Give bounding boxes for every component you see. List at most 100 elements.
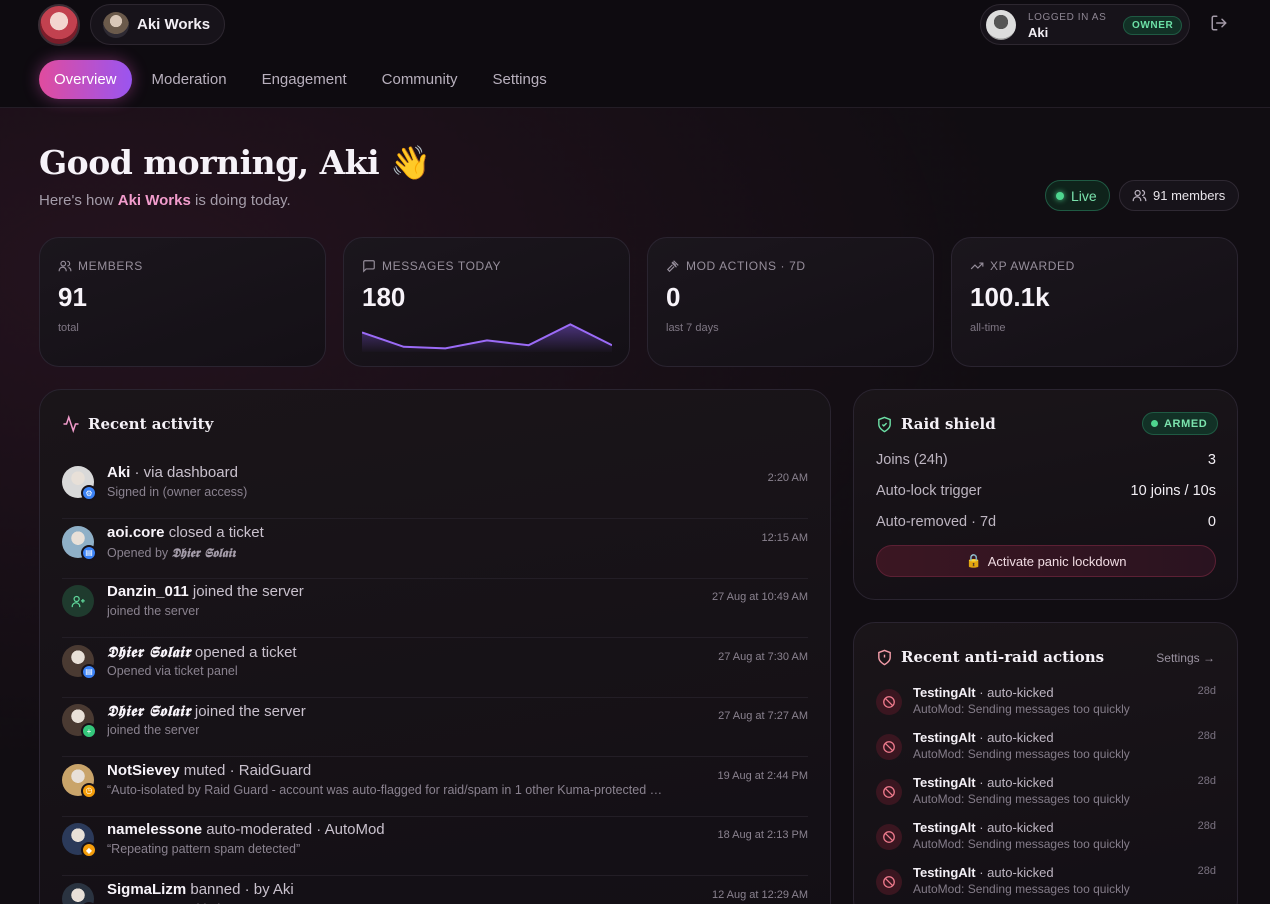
activity-summary: aoi.core closed a ticket bbox=[107, 523, 264, 541]
avatar bbox=[62, 882, 94, 904]
account-pill[interactable]: LOGGED IN AS Aki OWNER bbox=[980, 4, 1190, 45]
stat-card-xp[interactable]: XP AWARDED 100.1k all-time bbox=[951, 237, 1238, 367]
lock-icon: 🔒 bbox=[965, 553, 982, 568]
wave-emoji: 👋 bbox=[390, 143, 431, 182]
activity-user: Danzin_011 bbox=[107, 583, 189, 600]
anti-raid-time: 28d bbox=[1197, 775, 1216, 787]
activity-icon bbox=[63, 415, 79, 433]
user-avatar bbox=[986, 10, 1016, 40]
stat-card-messages[interactable]: MESSAGES TODAY 180 bbox=[343, 237, 630, 367]
recent-activity-card: Recent activity ⚙ Aki · via dashboard Si… bbox=[39, 389, 831, 904]
tab-overview[interactable]: Overview bbox=[39, 60, 132, 99]
ban-icon bbox=[876, 689, 902, 715]
anti-raid-row[interactable]: TestingAlt · auto-kicked AutoMod: Sendin… bbox=[876, 820, 1216, 865]
anti-raid-time: 28d bbox=[1197, 730, 1216, 742]
activity-time: 19 Aug at 2:44 PM bbox=[717, 769, 808, 782]
anti-raid-reason: AutoMod: Sending messages too quickly bbox=[913, 747, 1130, 761]
activity-detail: “Repeating pattern spam detected” bbox=[107, 842, 301, 856]
anti-raid-reason: AutoMod: Sending messages too quickly bbox=[913, 837, 1130, 851]
activity-summary: NotSievey muted · RaidGuard bbox=[107, 761, 312, 779]
stat-label: MOD ACTIONS · 7D bbox=[686, 259, 806, 273]
card-title: Recent anti-raid actions bbox=[901, 648, 1105, 666]
activity-summary: 𝕯𝖍𝖎𝖊𝖗 𝕾𝖔𝖑𝖆𝖎𝖗 joined the server bbox=[107, 702, 306, 720]
user-name: Aki bbox=[1028, 25, 1049, 40]
logged-in-label: LOGGED IN AS bbox=[1028, 12, 1107, 23]
stat-value: 91 bbox=[58, 282, 87, 312]
shield-row-removed: Auto-removed · 7d 0 bbox=[876, 514, 1216, 530]
tab-moderation[interactable]: Moderation bbox=[151, 71, 227, 88]
server-name: Aki Works bbox=[137, 16, 211, 33]
stat-caption: all-time bbox=[970, 322, 1006, 334]
activity-row[interactable]: ◆ namelessone auto-moderated · AutoMod “… bbox=[62, 817, 808, 876]
anti-raid-row[interactable]: TestingAlt · auto-kicked AutoMod: Sendin… bbox=[876, 865, 1216, 904]
activity-row[interactable]: ▤ aoi.core closed a ticket Opened by 𝕯𝖍𝖎… bbox=[62, 520, 808, 579]
anti-raid-summary: TestingAlt · auto-kicked bbox=[913, 775, 1054, 790]
server-switcher[interactable]: Aki Works bbox=[90, 4, 226, 45]
members-count-badge: 91 members bbox=[1119, 180, 1240, 211]
activity-detail: Opened via ticket panel bbox=[107, 663, 238, 678]
shield-alert-icon bbox=[878, 649, 891, 665]
stat-caption: total bbox=[58, 322, 79, 334]
activity-user: 𝕯𝖍𝖎𝖊𝖗 𝕾𝖔𝖑𝖆𝖎𝖗 bbox=[107, 702, 191, 720]
activity-row[interactable]: ▤ 𝕯𝖍𝖎𝖊𝖗 𝕾𝖔𝖑𝖆𝖎𝖗 opened a ticket Opened vi… bbox=[62, 639, 808, 698]
card-title: Recent activity bbox=[88, 415, 214, 433]
activity-detail: “Auto-isolated by Raid Guard - account w… bbox=[107, 782, 663, 797]
logout-icon[interactable] bbox=[1210, 14, 1230, 34]
main-nav: Overview Moderation Engagement Community… bbox=[39, 60, 567, 99]
activity-user: namelessone bbox=[107, 821, 203, 838]
trending-up-icon bbox=[970, 262, 984, 270]
shield-row-trigger: Auto-lock trigger 10 joins / 10s bbox=[876, 483, 1216, 499]
stat-value: 180 bbox=[362, 282, 406, 312]
gavel-icon bbox=[666, 260, 679, 273]
anti-raid-time: 28d bbox=[1197, 820, 1216, 832]
anti-raid-row[interactable]: TestingAlt · auto-kicked AutoMod: Sendin… bbox=[876, 685, 1216, 730]
activity-user: Aki bbox=[107, 464, 131, 481]
anti-raid-row[interactable]: TestingAlt · auto-kicked AutoMod: Sendin… bbox=[876, 775, 1216, 820]
activity-row[interactable]: + 𝕯𝖍𝖎𝖊𝖗 𝕾𝖔𝖑𝖆𝖎𝖗 joined the server joined … bbox=[62, 698, 808, 757]
page-title: Good morning, Aki 👋 bbox=[39, 143, 431, 182]
activity-summary: namelessone auto-moderated · AutoMod bbox=[107, 821, 385, 838]
anti-raid-settings-link[interactable]: Settings → bbox=[1156, 651, 1215, 665]
anti-raid-actions-card: Recent anti-raid actions Settings → Test… bbox=[853, 622, 1238, 904]
shield-check-icon bbox=[878, 416, 891, 432]
bot-avatar[interactable] bbox=[38, 4, 80, 46]
activity-row[interactable]: ⚙ Aki · via dashboard Signed in (owner a… bbox=[62, 460, 808, 519]
card-title: Raid shield bbox=[901, 415, 996, 433]
activity-time: 12 Aug at 12:29 AM bbox=[711, 888, 808, 901]
sparkline-line bbox=[362, 323, 612, 350]
shield-status-badge: ARMED bbox=[1142, 412, 1219, 435]
live-dot-icon bbox=[1056, 191, 1064, 200]
anti-raid-reason: AutoMod: Sending messages too quickly bbox=[913, 702, 1130, 716]
page-subtitle: Here's how Aki Works is doing today. bbox=[39, 192, 291, 209]
stat-caption: last 7 days bbox=[666, 322, 719, 334]
shield-icon: ◆ bbox=[81, 842, 97, 858]
activity-time: 27 Aug at 7:27 AM bbox=[718, 710, 808, 722]
activity-row[interactable]: ⊘ SigmaLizm banned · by Aki “No reason p… bbox=[62, 877, 808, 904]
activity-user: aoi.core bbox=[107, 523, 165, 541]
activity-summary: Aki · via dashboard bbox=[107, 464, 238, 481]
activity-detail: Signed in (owner access) bbox=[107, 485, 248, 499]
stat-card-members[interactable]: MEMBERS 91 total bbox=[39, 237, 326, 367]
activity-time: 12:15 AM bbox=[761, 531, 808, 544]
anti-raid-row[interactable]: TestingAlt · auto-kicked AutoMod: Sendin… bbox=[876, 730, 1216, 775]
anti-raid-summary: TestingAlt · auto-kicked bbox=[913, 685, 1054, 700]
gear-icon: ⚙ bbox=[81, 485, 97, 501]
tab-community[interactable]: Community bbox=[381, 71, 458, 88]
server-avatar bbox=[103, 11, 129, 38]
users-icon bbox=[1132, 189, 1147, 202]
panic-lockdown-button[interactable]: 🔒 Activate panic lockdown bbox=[876, 545, 1216, 577]
messages-sparkline bbox=[362, 323, 612, 352]
anti-raid-time: 28d bbox=[1197, 865, 1216, 877]
activity-row[interactable]: Danzin_011 joined the server joined the … bbox=[62, 579, 808, 638]
top-bar: Aki Works LOGGED IN AS Aki OWNER Overvie… bbox=[0, 0, 1270, 108]
status-dot-icon bbox=[1151, 420, 1158, 427]
stat-value: 0 bbox=[666, 282, 681, 312]
stat-card-mod-actions[interactable]: MOD ACTIONS · 7D 0 last 7 days bbox=[647, 237, 934, 367]
subtitle-server-name: Aki Works bbox=[117, 192, 191, 209]
tab-engagement[interactable]: Engagement bbox=[261, 71, 347, 88]
activity-summary: Danzin_011 joined the server bbox=[107, 583, 304, 600]
ban-icon bbox=[876, 824, 902, 850]
tab-settings[interactable]: Settings bbox=[492, 71, 547, 88]
activity-time: 2:20 AM bbox=[767, 472, 808, 484]
activity-row[interactable]: ◷ NotSievey muted · RaidGuard “Auto-isol… bbox=[62, 758, 808, 817]
